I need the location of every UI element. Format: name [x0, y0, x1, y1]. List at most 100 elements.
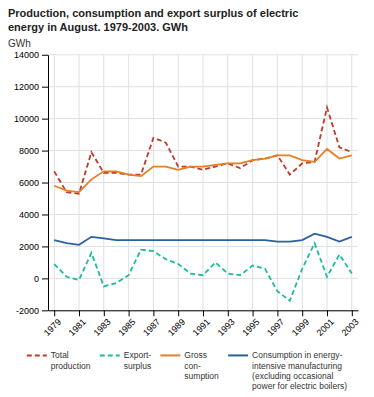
legend-swatch — [27, 354, 47, 356]
tick-mark — [228, 310, 229, 316]
tick-label: 12000 — [14, 82, 39, 92]
legend-item: Totalproduction — [27, 350, 91, 370]
grid-line — [252, 55, 253, 311]
tick-mark — [42, 214, 48, 215]
lines — [54, 107, 352, 300]
tick-mark — [153, 310, 154, 316]
title: Production, consumption and export surpl… — [8, 7, 298, 33]
tick-mark — [79, 310, 80, 316]
grid-line — [227, 55, 228, 311]
grid-line — [153, 55, 154, 311]
tick: 1997 — [265, 310, 286, 338]
tick: 8000 — [19, 146, 48, 156]
legend-item: Grosscon-sumption — [160, 350, 219, 380]
tick-mark — [253, 310, 254, 316]
legend-label: Consumption in energy-intensive manufact… — [252, 350, 347, 391]
tick: 4000 — [19, 210, 48, 220]
tick: 1993 — [215, 310, 236, 338]
tick-label: 1985 — [116, 317, 137, 338]
y-axis: -2000 0 2000 4000 6000 8000 10000 12000 14000 — [14, 50, 49, 316]
tick-mark — [42, 183, 48, 184]
tick-label: 1989 — [166, 317, 187, 338]
tick-label: -2000 — [16, 306, 39, 316]
tick-mark — [352, 310, 353, 316]
tick-label: 2000 — [19, 242, 39, 252]
tick: 2000 — [19, 242, 48, 252]
chart: Production, consumption and export surpl… — [0, 0, 374, 397]
tick: -2000 — [16, 306, 48, 316]
tick: 14000 — [14, 50, 48, 60]
tick-mark — [203, 310, 204, 316]
grid-line — [128, 55, 129, 311]
tick-mark — [327, 310, 328, 316]
grid-line — [103, 55, 104, 311]
tick-label: 1979 — [42, 317, 63, 338]
tick-label: 2003 — [339, 317, 360, 338]
tick-label: 0 — [34, 274, 39, 284]
tick-label: 1991 — [191, 317, 212, 338]
tick-label: 2001 — [315, 317, 336, 338]
legend-swatch — [100, 354, 120, 356]
x-axis: 1979198119831985198719891991199319951997… — [42, 310, 361, 338]
tick-mark — [178, 310, 179, 316]
grid-line — [327, 55, 328, 311]
axis-line — [48, 55, 49, 311]
tick-mark — [42, 151, 48, 152]
tick-mark — [42, 310, 48, 311]
tick: 6000 — [19, 178, 48, 188]
tick-label: 6000 — [19, 178, 39, 188]
tick: 1991 — [191, 310, 212, 338]
tick: 1983 — [91, 310, 112, 338]
tick: 10000 — [14, 114, 48, 124]
grid-line — [277, 55, 278, 311]
grid — [48, 55, 358, 311]
tick: 1995 — [240, 310, 261, 338]
tick-mark — [42, 87, 48, 88]
grid-line — [79, 55, 80, 311]
y-axis-label: GWh — [8, 38, 31, 49]
tick-mark — [42, 246, 48, 247]
tick-mark — [42, 119, 48, 120]
tick: 2001 — [315, 310, 336, 338]
tick-label: 1987 — [141, 317, 162, 338]
tick: 0 — [34, 274, 48, 284]
grid-line — [54, 55, 55, 311]
tick: 1985 — [116, 310, 137, 338]
tick-mark — [42, 55, 48, 56]
tick-label: 1983 — [91, 317, 112, 338]
line — [54, 149, 352, 192]
tick-label: 4000 — [19, 210, 39, 220]
tick-label: 8000 — [19, 146, 39, 156]
tick-label: 1981 — [67, 317, 88, 338]
legend-label: Totalproduction — [51, 350, 91, 370]
tick: 1979 — [42, 310, 63, 338]
line — [54, 107, 352, 193]
tick-label: 14000 — [14, 50, 39, 60]
tick-mark — [42, 278, 48, 279]
legend-swatch — [160, 354, 180, 356]
line — [54, 234, 352, 245]
tick-label: 1997 — [265, 317, 286, 338]
tick-label: 1999 — [290, 317, 311, 338]
tick-mark — [129, 310, 130, 316]
legend-item: Consumption in energy-intensive manufact… — [228, 350, 347, 391]
legend-swatch — [228, 354, 248, 356]
legend-label: Export-surplus — [124, 350, 152, 370]
plot: -2000 0 2000 4000 6000 8000 10000 12000 14000 197… — [14, 50, 361, 338]
tick-label: 1993 — [215, 317, 236, 338]
line — [54, 243, 352, 301]
tick-label: 1995 — [240, 317, 261, 338]
tick: 1999 — [290, 310, 311, 338]
tick: 1987 — [141, 310, 162, 338]
legend: Totalproduction Export-surplus Grosscon-su… — [27, 350, 347, 391]
tick-mark — [54, 310, 55, 316]
background — [0, 0, 374, 397]
grid-line — [203, 55, 204, 311]
tick-mark — [302, 310, 303, 316]
grid-line — [178, 55, 179, 311]
legend-label: Grosscon-sumption — [184, 350, 219, 380]
tick: 2003 — [339, 310, 360, 338]
tick: 12000 — [14, 82, 48, 92]
legend-item: Export-surplus — [100, 350, 152, 370]
tick: 1981 — [67, 310, 88, 338]
